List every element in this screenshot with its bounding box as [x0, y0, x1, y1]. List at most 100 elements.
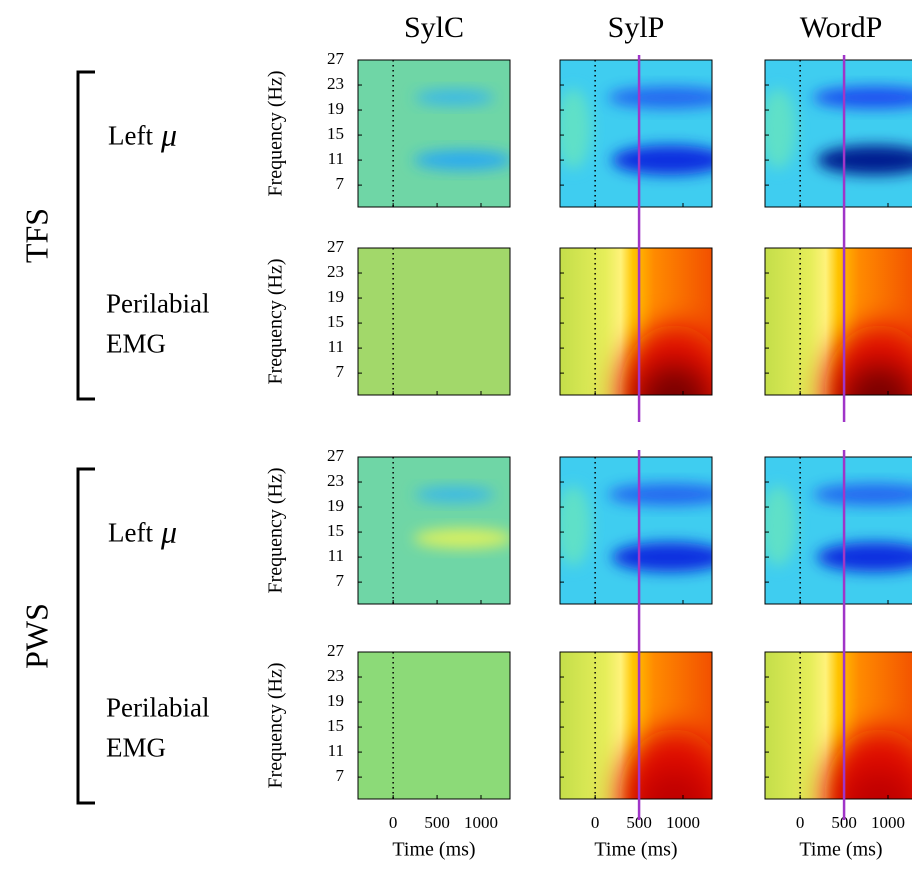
- heatmap-blob: [611, 542, 712, 573]
- row-label: EMG: [106, 733, 166, 763]
- panel-frame: [357, 247, 511, 396]
- y-tick-label: 19: [327, 691, 344, 710]
- y-tick-label: 11: [328, 741, 344, 760]
- heatmap: [765, 248, 912, 395]
- group-label: PWS: [18, 603, 54, 669]
- y-tick-label: 23: [327, 262, 344, 281]
- y-tick-label: 27: [327, 49, 345, 68]
- y-tick-label: 7: [336, 766, 345, 785]
- heatmap-blob: [639, 769, 709, 799]
- heatmap-blob: [812, 483, 912, 506]
- heatmap: [358, 457, 510, 604]
- y-tick-label: 15: [327, 716, 344, 735]
- heatmap: [765, 652, 912, 799]
- panel-frame: [357, 456, 511, 605]
- heatmap-blob: [611, 145, 712, 176]
- heatmap: [358, 60, 510, 207]
- x-tick-label: 500: [424, 813, 450, 832]
- x-tick-label: 500: [831, 813, 857, 832]
- column-title: SylC: [404, 11, 464, 44]
- row-label: EMG: [106, 329, 166, 359]
- heatmap-blob: [560, 88, 592, 169]
- heatmap-blob: [607, 483, 712, 506]
- heatmap-blob: [812, 86, 912, 109]
- x-axis-label: Time (ms): [392, 839, 475, 861]
- heatmap-bg: [358, 248, 510, 395]
- heatmap-bg: [358, 652, 510, 799]
- panel-frame: [357, 59, 511, 208]
- x-axis-label: Time (ms): [594, 839, 677, 861]
- y-tick-label: 15: [327, 521, 344, 540]
- x-axis-label: Time (ms): [799, 839, 882, 861]
- row-label-symbol: μ: [160, 514, 177, 550]
- y-axis-label: Frequency (Hz): [265, 70, 287, 196]
- y-tick-label: 11: [328, 337, 344, 356]
- row-label-symbol: μ: [160, 117, 177, 153]
- panel-frame: [559, 456, 713, 605]
- y-tick-label: 7: [336, 571, 345, 590]
- y-tick-label: 19: [327, 99, 344, 118]
- heatmap: [560, 652, 712, 799]
- x-tick-label: 0: [591, 813, 600, 832]
- heatmap-blob: [414, 89, 495, 106]
- row-label-word: Left: [108, 121, 153, 151]
- x-tick-label: 0: [389, 813, 398, 832]
- heatmap-blob: [765, 88, 797, 169]
- y-tick-label: 15: [327, 124, 344, 143]
- heatmap-blob: [816, 542, 912, 573]
- x-tick-label: 1000: [464, 813, 498, 832]
- heatmap-blob: [844, 365, 912, 395]
- panel-frame: [764, 247, 912, 396]
- x-tick-label: 1000: [666, 813, 700, 832]
- row-label-word: Left: [108, 518, 153, 548]
- group-bracket: [76, 70, 95, 401]
- y-axis-label: Frequency (Hz): [265, 467, 287, 593]
- y-tick-label: 11: [328, 149, 344, 168]
- heatmap-blob: [765, 485, 797, 566]
- heatmap-blob: [607, 86, 712, 109]
- heatmap-blob: [816, 145, 912, 176]
- y-tick-label: 7: [336, 174, 345, 193]
- panel-frame: [764, 651, 912, 800]
- x-tick-label: 500: [626, 813, 652, 832]
- heatmap-bg: [358, 60, 510, 207]
- row-label: Perilabial: [106, 693, 209, 723]
- group-label: TFS: [18, 208, 54, 263]
- heatmap: [560, 457, 712, 604]
- x-tick-label: 1000: [871, 813, 905, 832]
- y-tick-label: 11: [328, 546, 344, 565]
- y-tick-label: 23: [327, 666, 344, 685]
- y-tick-label: 19: [327, 496, 344, 515]
- y-tick-label: 27: [327, 641, 345, 660]
- y-tick-label: 23: [327, 471, 344, 490]
- row-label: Left μ: [108, 117, 177, 153]
- panel-frame: [357, 651, 511, 800]
- heatmap-blob: [639, 365, 709, 395]
- heatmap: [765, 457, 912, 604]
- y-tick-label: 7: [336, 362, 345, 381]
- panel-frame: [764, 456, 912, 605]
- y-tick-label: 27: [327, 446, 345, 465]
- y-tick-label: 23: [327, 74, 344, 93]
- column-title: SylP: [608, 11, 665, 44]
- heatmap-blob: [844, 769, 912, 799]
- panel-frame: [764, 59, 912, 208]
- heatmap: [358, 248, 510, 395]
- y-tick-label: 15: [327, 312, 344, 331]
- y-tick-label: 19: [327, 287, 344, 306]
- heatmap: [765, 60, 912, 207]
- row-label: Left μ: [108, 514, 177, 550]
- heatmap-blob: [413, 150, 510, 171]
- panel-frame: [559, 247, 713, 396]
- heatmap: [560, 248, 712, 395]
- panel-frame: [559, 651, 713, 800]
- y-axis-label: Frequency (Hz): [265, 662, 287, 788]
- heatmap-blob: [413, 528, 510, 549]
- panel-frame: [559, 59, 713, 208]
- heatmap-blob: [414, 486, 495, 503]
- column-title: WordP: [800, 11, 883, 44]
- group-bracket: [76, 467, 95, 805]
- heatmap: [358, 652, 510, 799]
- y-tick-label: 27: [327, 237, 345, 256]
